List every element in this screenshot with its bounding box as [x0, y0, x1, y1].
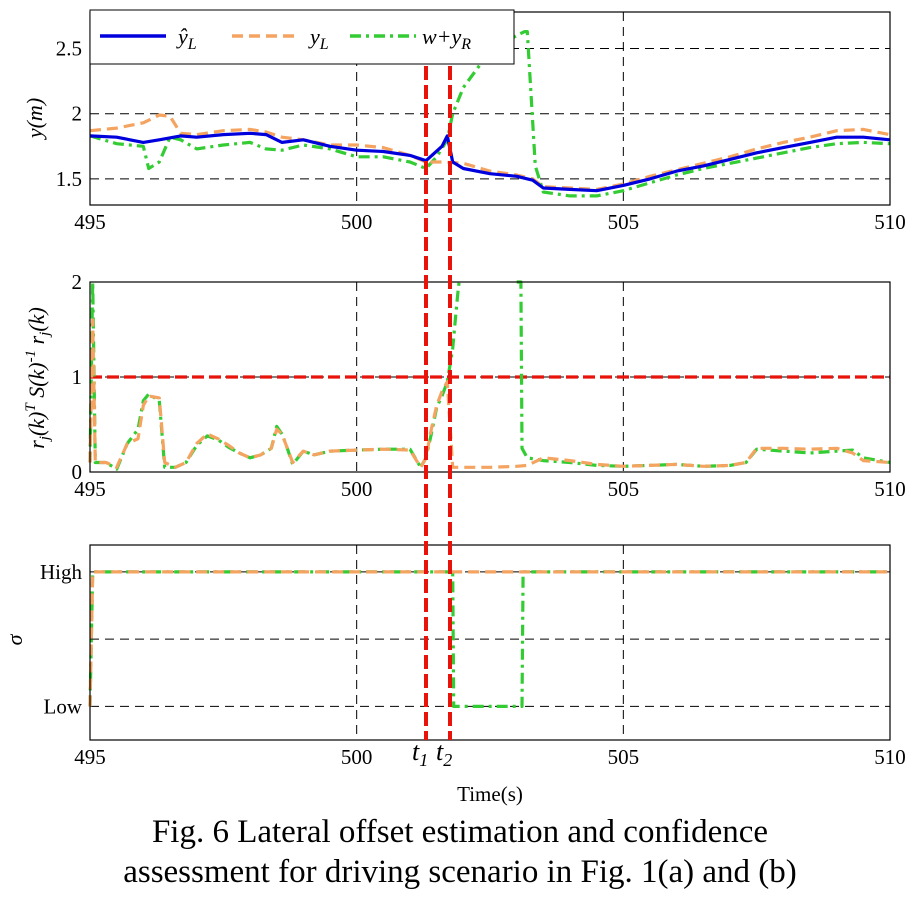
axes-frame — [89, 544, 891, 741]
ylab-k2: (k) — [24, 307, 49, 331]
legend-label-yl: yL — [308, 24, 329, 53]
x-tick-label: 495 — [74, 477, 106, 501]
series-line-wyRb — [516, 280, 891, 468]
x-tick-label: 500 — [341, 477, 373, 501]
y-tick-label: 2 — [72, 102, 83, 126]
series-line-wyR — [88, 280, 464, 471]
caption-line-1: Fig. 6 Lateral offset estimation and con… — [151, 814, 769, 850]
svg-text:ŷL: ŷL — [176, 24, 197, 53]
x-tick-label: 505 — [608, 745, 640, 769]
y-tick-label: High — [40, 560, 83, 584]
legend-yhat-main: ŷ — [176, 24, 188, 49]
svg-text:w+yR: w+yR — [422, 24, 471, 53]
series-line-wyR — [88, 570, 890, 709]
x-tick-label: 505 — [608, 210, 640, 234]
legend-yhat-sub: L — [187, 36, 197, 53]
y-axis-label: σ — [2, 633, 27, 645]
y-tick-label: 2 — [72, 270, 83, 294]
y-tick-label: Low — [44, 694, 83, 718]
panel-confidence: 495 500 505 510 Low High σ — [2, 544, 906, 769]
series-lines — [88, 280, 891, 471]
x-axis-label: Time(s) — [457, 782, 523, 806]
legend-yl-main: y — [308, 24, 320, 49]
tick-labels: 495 500 505 510 0 1 2 — [72, 270, 906, 501]
series-lines — [89, 30, 891, 198]
x-tick-label: 500 — [341, 745, 373, 769]
axes-frame — [89, 281, 891, 473]
y-axis-label: rj(k)T S(k)-1 rj(k) — [23, 307, 53, 449]
caption-line-2: assessment for driving scenario in Fig. … — [123, 854, 797, 890]
series-line-yL — [88, 570, 890, 707]
ylab-inv: -1 — [23, 350, 39, 363]
ylab-k1: (k) — [24, 412, 49, 436]
ylab-r1: r — [24, 440, 49, 449]
event-marker-label-t1: t1 — [412, 737, 428, 770]
tick-labels: 495 500 505 510 Low High — [40, 560, 906, 769]
legend-wyr-sub: R — [460, 36, 471, 53]
ylab-r2: r — [24, 335, 49, 350]
series-line-L — [89, 131, 891, 193]
tick-labels: 495 500 505 510 1.5 2 2.5 — [56, 37, 906, 234]
x-tick-label: 505 — [608, 477, 640, 501]
x-tick-label: 510 — [874, 210, 906, 234]
svg-text:yL: yL — [308, 24, 329, 53]
series-lines — [88, 570, 890, 709]
legend-yl-sub: L — [319, 36, 329, 53]
event-marker-label-t2: t2 — [436, 737, 452, 770]
series-line-wyR — [89, 30, 891, 198]
legend-label-wyr: w+yR — [422, 24, 471, 53]
legend-label-yhat: ŷL — [176, 24, 197, 53]
ylab-r2-sub: j — [37, 332, 53, 338]
legend-wyr-main: w+y — [422, 24, 462, 49]
event-markers: t1 t2 — [412, 66, 452, 770]
y-tick-label: 1.5 — [56, 167, 82, 191]
y-axis-label: y(m) — [22, 98, 47, 140]
y-tick-label: 0 — [72, 460, 83, 484]
x-tick-label: 495 — [74, 745, 106, 769]
figure-caption: Fig. 6 Lateral offset estimation and con… — [0, 812, 920, 892]
y-tick-label: 1 — [72, 365, 83, 389]
grid-lines — [90, 545, 890, 740]
ylab-S: S(k) — [24, 362, 49, 403]
x-tick-label: 510 — [874, 745, 906, 769]
series-line-yL — [89, 113, 891, 191]
ylab-r1-sub: j — [37, 436, 53, 442]
series-line-yL — [88, 318, 891, 469]
x-tick-label: 510 — [874, 477, 906, 501]
x-tick-label: 495 — [74, 210, 106, 234]
x-tick-label: 500 — [341, 210, 373, 234]
ylab-T: T — [23, 402, 39, 412]
y-tick-label: 2.5 — [56, 37, 82, 61]
legend: ŷL yL w+yR — [89, 9, 515, 65]
